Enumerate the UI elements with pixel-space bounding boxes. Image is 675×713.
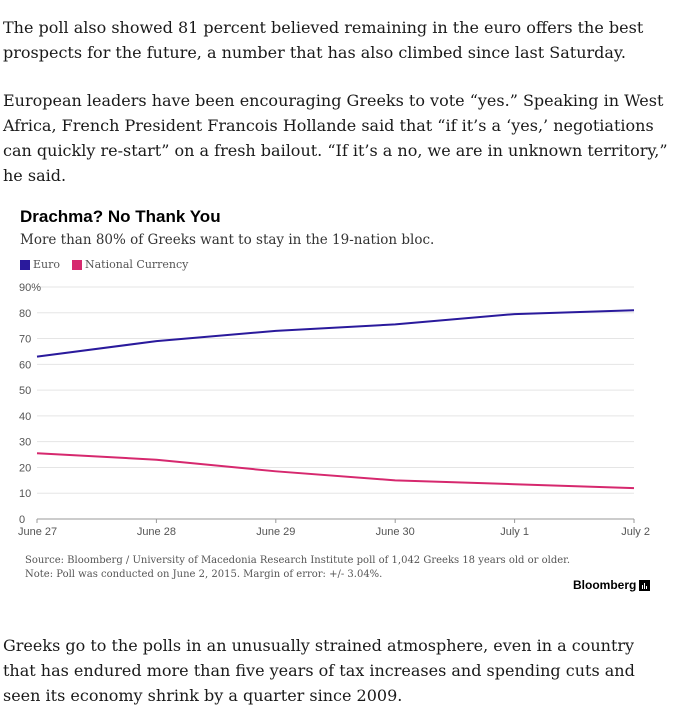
y-tick-label: 40 <box>19 411 31 423</box>
bloomberg-chart-icon <box>639 579 651 591</box>
chart-source: Source: Bloomberg / University of Macedo… <box>25 554 570 582</box>
brand-name: Bloomberg <box>573 578 637 592</box>
y-tick-label: 20 <box>19 462 31 474</box>
legend-swatch-national-currency <box>72 259 82 270</box>
legend-item-national-currency: National Currency <box>72 258 188 271</box>
x-tick-label: June 30 <box>376 526 415 538</box>
x-tick-label: July 2 <box>621 526 650 538</box>
y-tick-label: 10 <box>19 488 31 500</box>
legend-swatch-euro <box>20 259 30 270</box>
bloomberg-logo: Bloomberg <box>573 578 651 592</box>
y-tick-label: 50 <box>19 385 31 397</box>
legend-label-euro: Euro <box>33 258 60 271</box>
series-line-euro <box>36 309 635 358</box>
y-tick-label: 60 <box>19 359 31 371</box>
line-chart: 0 10 20 30 40 50 60 70 80 90% June 27 June 28 June 2… <box>18 282 650 538</box>
y-tick-label: 80 <box>19 308 31 320</box>
x-tick-label: June 29 <box>256 526 295 538</box>
x-tick-label: June 27 <box>18 526 57 538</box>
y-tick-label: 70 <box>19 334 31 346</box>
source-line: Source: Bloomberg / University of Macedo… <box>25 555 571 566</box>
note-line: Note: Poll was conducted on June 2, 2015… <box>25 569 383 580</box>
chart-subtitle: More than 80% of Greeks want to stay in … <box>20 232 435 248</box>
legend-label-national-currency: National Currency <box>85 258 189 271</box>
series-line-national-currency <box>36 452 635 490</box>
chart-title: Drachma? No Thank You <box>20 207 221 226</box>
x-tick-label: June 28 <box>137 526 176 538</box>
y-tick-label: 30 <box>19 437 31 449</box>
chart-legend: Euro National Currency <box>20 258 200 271</box>
y-tick-label: 90% <box>19 282 41 294</box>
x-tick-label: July 1 <box>500 526 529 538</box>
y-tick-label: 0 <box>19 514 25 526</box>
article-paragraph: European leaders have been encouraging G… <box>3 91 668 185</box>
article-paragraph: The poll also showed 81 percent believed… <box>3 18 644 62</box>
article-paragraph: Greeks go to the polls in an unusually s… <box>3 636 635 705</box>
legend-item-euro: Euro <box>20 258 60 271</box>
